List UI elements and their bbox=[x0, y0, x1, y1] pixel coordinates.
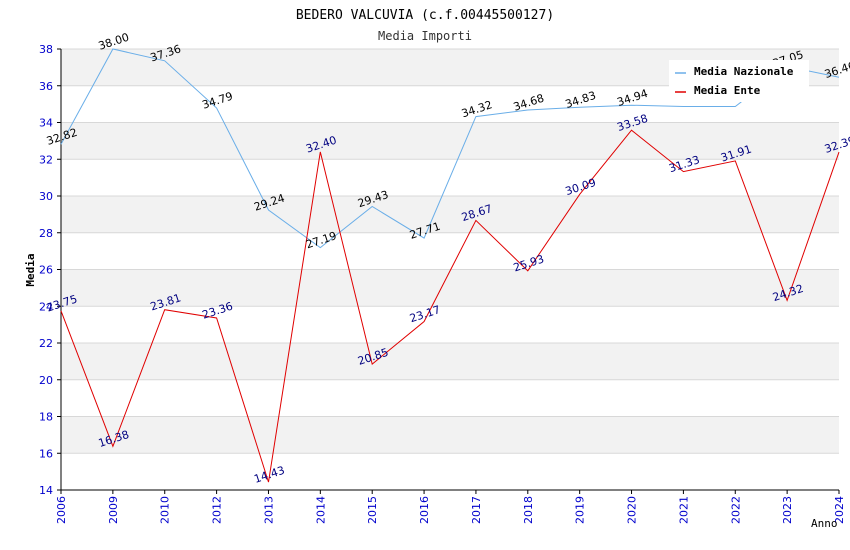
grid-band bbox=[61, 196, 839, 233]
legend-label-nazionale: Media Nazionale bbox=[694, 65, 794, 78]
data-label: 30.09 bbox=[564, 176, 598, 198]
y-tick-label: 26 bbox=[39, 264, 53, 277]
legend: Media Nazionale Media Ente bbox=[669, 60, 809, 102]
y-tick-label: 24 bbox=[39, 300, 53, 313]
x-tick-label: 2021 bbox=[677, 496, 690, 524]
data-label: 14.43 bbox=[252, 464, 286, 486]
data-label: 34.32 bbox=[460, 98, 494, 120]
x-tick-label: 2022 bbox=[729, 496, 742, 524]
data-label: 34.79 bbox=[201, 90, 235, 112]
y-tick-label: 18 bbox=[39, 411, 53, 424]
series-line-ente bbox=[60, 129, 840, 483]
x-tick-label: 2009 bbox=[107, 496, 120, 524]
y-tick-label: 34 bbox=[39, 117, 53, 130]
x-tick-label: 2018 bbox=[522, 496, 535, 524]
legend-label-ente: Media Ente bbox=[694, 84, 761, 97]
y-axis-label: Media bbox=[24, 253, 37, 286]
x-tick-label: 2023 bbox=[781, 496, 794, 524]
series-line-nazionale bbox=[60, 48, 840, 249]
grid-band bbox=[61, 122, 839, 160]
y-tick-label: 20 bbox=[39, 374, 53, 387]
x-tick-label: 2015 bbox=[366, 496, 379, 524]
x-tick-label: 2017 bbox=[470, 496, 483, 524]
y-tick-label: 38 bbox=[39, 43, 53, 56]
y-tick-label: 14 bbox=[39, 484, 53, 497]
x-tick-label: 2016 bbox=[418, 496, 431, 524]
grid-band bbox=[61, 416, 839, 454]
grid-band bbox=[61, 343, 839, 380]
x-tick-label: 2024 bbox=[833, 496, 846, 524]
data-label: 23.75 bbox=[45, 292, 79, 314]
y-tick-label: 22 bbox=[39, 337, 53, 350]
x-tick-label: 2010 bbox=[159, 496, 172, 524]
y-tick-label: 32 bbox=[39, 153, 53, 166]
y-tick-label: 30 bbox=[39, 190, 53, 203]
x-tick-label: 2013 bbox=[262, 496, 275, 524]
legend-box bbox=[669, 60, 809, 102]
x-tick-label: 2014 bbox=[314, 496, 327, 524]
y-tick-label: 36 bbox=[39, 80, 53, 93]
y-tick-label: 28 bbox=[39, 227, 53, 240]
x-tick-label: 2006 bbox=[55, 496, 68, 524]
grid-band bbox=[61, 269, 839, 307]
chart-subtitle: Media Importi bbox=[378, 29, 472, 43]
chart-title: BEDERO VALCUVIA (c.f.00445500127) bbox=[296, 8, 554, 23]
x-tick-label: 2019 bbox=[574, 496, 587, 524]
x-tick-label: 2012 bbox=[211, 496, 224, 524]
x-axis-label: Anno bbox=[811, 517, 838, 530]
y-tick-label: 16 bbox=[39, 447, 53, 460]
x-tick-label: 2020 bbox=[626, 496, 639, 524]
